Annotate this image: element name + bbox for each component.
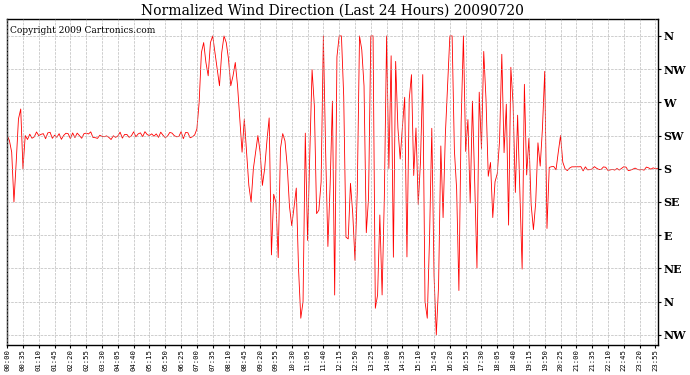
Title: Normalized Wind Direction (Last 24 Hours) 20090720: Normalized Wind Direction (Last 24 Hours… [141, 4, 524, 18]
Text: Copyright 2009 Cartronics.com: Copyright 2009 Cartronics.com [10, 26, 156, 35]
